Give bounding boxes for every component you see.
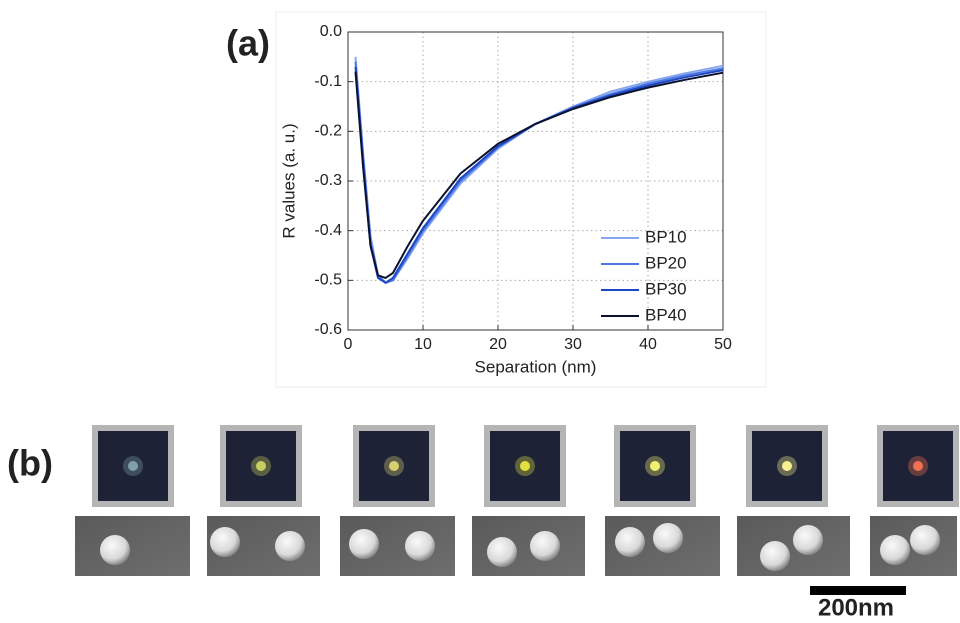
y-tick-label: -0.1 [314,73,342,90]
nanoparticle [100,535,130,565]
sem-image [75,516,190,576]
darkfield-spot [782,461,792,471]
nanoparticle [530,531,560,561]
nanoparticle [405,531,435,561]
sem-image [737,516,850,576]
y-tick-label: -0.2 [314,123,342,140]
legend-label: BP10 [645,227,687,246]
nanoparticle [210,527,240,557]
y-tick-label: -0.5 [314,272,342,289]
darkfield-frame [614,425,696,507]
y-tick-label: 0.0 [320,23,342,40]
nanoparticle [793,525,823,555]
micrographs [75,425,959,576]
x-tick-label: 50 [714,336,732,353]
nanoparticle [615,527,645,557]
darkfield-spot [520,461,530,471]
series-line [354,71,724,279]
y-axis-label: R values (a. u.) [279,123,298,238]
darkfield-spot [650,461,660,471]
scale-bar-label: 200nm [818,594,894,621]
nanoparticle [760,541,790,571]
y-tick-label: -0.4 [314,222,342,239]
x-tick-label: 40 [639,336,657,353]
nanoparticle [487,537,517,567]
nanoparticle [653,523,683,553]
legend-label: BP30 [645,279,687,298]
panel-label: (a) [226,23,270,64]
darkfield-spot [389,461,399,471]
legend-label: BP40 [645,305,687,324]
y-tick-label: -0.3 [314,172,342,189]
plot-border [347,31,724,331]
panel-label: (b) [7,443,53,484]
nanoparticle [880,535,910,565]
y-tick-label: -0.6 [314,321,342,338]
scale-bar [810,586,906,595]
darkfield-spot [128,461,138,471]
x-tick-label: 20 [489,336,507,353]
darkfield-frame [746,425,828,507]
chart-frame [275,11,767,388]
darkfield-spot [256,461,266,471]
nanoparticle [275,531,305,561]
x-axis-label: Separation (nm) [475,357,597,376]
x-tick-label: 10 [414,336,432,353]
x-tick-label: 30 [564,336,582,353]
legend-label: BP20 [645,253,687,272]
nanoparticle [910,525,940,555]
nanoparticle [349,529,379,559]
darkfield-spot [913,461,923,471]
x-tick-label: 0 [344,336,353,353]
